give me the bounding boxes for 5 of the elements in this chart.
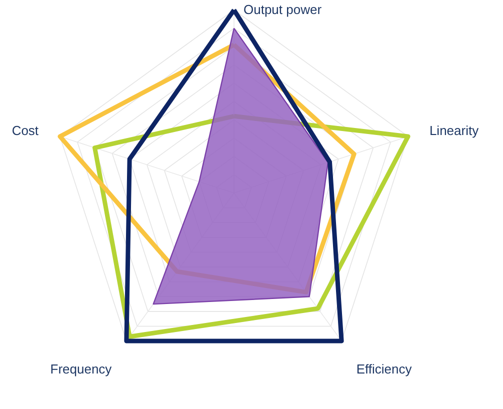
spoke-label: Efficiency	[356, 361, 412, 376]
spoke-label: Cost	[12, 122, 39, 138]
spoke-label: Frequency	[50, 361, 112, 376]
spoke-label: Linearity	[429, 122, 480, 138]
spoke-label: Output power	[243, 2, 322, 17]
